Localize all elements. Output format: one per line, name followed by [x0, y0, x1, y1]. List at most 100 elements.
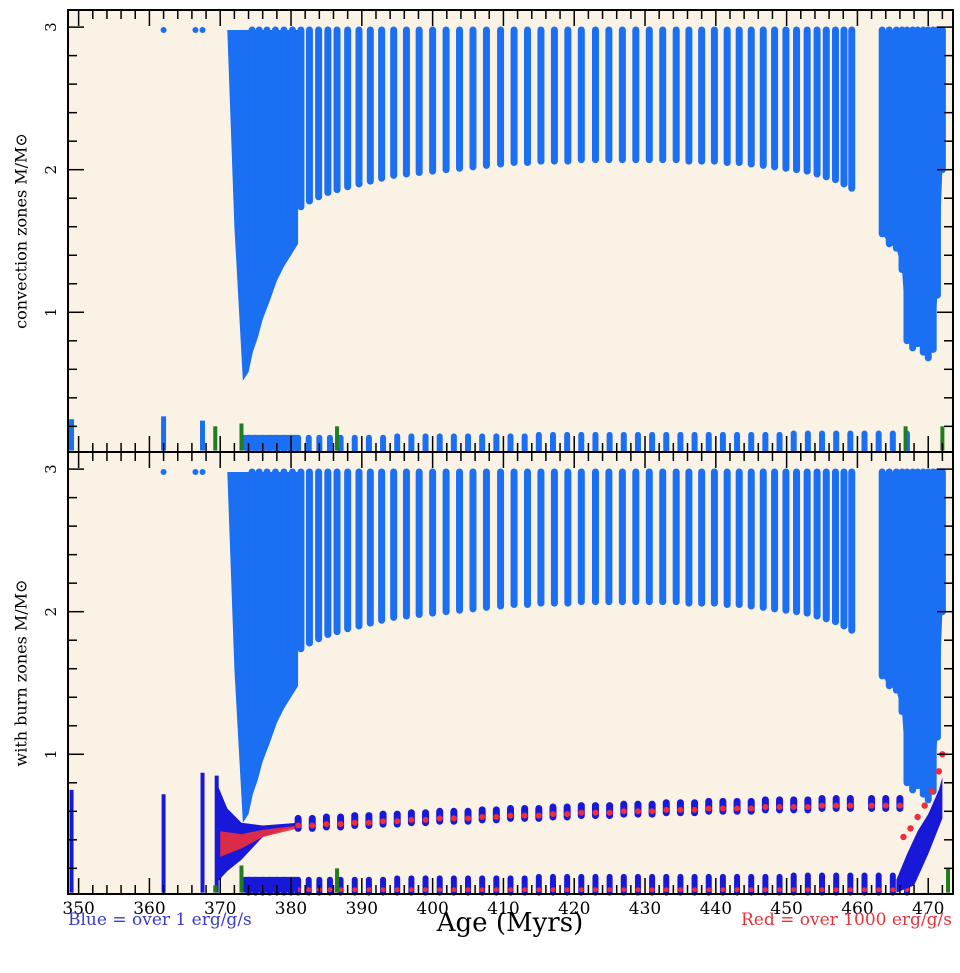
burn-shell-red-mark	[450, 815, 457, 822]
late-burn-blue	[896, 777, 943, 893]
x-tick-label: 370	[204, 899, 236, 919]
core-red-mark	[366, 887, 372, 893]
burn-shell-red-mark	[620, 808, 627, 815]
burn-shell-red-mark	[408, 816, 415, 823]
burn-shell-red-mark	[734, 805, 741, 812]
x-tick-label: 410	[487, 899, 519, 919]
x-tick-label: 420	[558, 899, 590, 919]
core-red-mark	[437, 887, 443, 893]
core-red-mark	[306, 887, 312, 893]
core-red-mark	[748, 887, 754, 893]
burn-shell-red-mark	[847, 802, 854, 809]
burn-shell-red-mark	[606, 809, 613, 816]
burn-shell-red-mark	[719, 805, 726, 812]
burn-shell-red-mark	[592, 809, 599, 816]
y-tick-label: 2	[42, 607, 60, 617]
core-red-mark	[607, 887, 613, 893]
y-axis-title: with burn zones M/M⊙	[12, 580, 31, 767]
core-red-mark	[550, 887, 556, 893]
late-red-rise-mark	[928, 788, 935, 795]
burn-shell-red-mark	[819, 802, 826, 809]
isolated-point	[160, 26, 167, 33]
late-red-rise-mark	[921, 802, 928, 809]
isolated-point	[199, 468, 206, 475]
core-red-mark	[352, 887, 358, 893]
y-axis-title: convection zones M/M⊙	[12, 133, 31, 329]
burn-shell-red-mark	[380, 818, 387, 825]
core-red-mark	[592, 887, 598, 893]
burn-shell-red-mark	[882, 802, 889, 809]
burn-shell-red-mark	[833, 802, 840, 809]
core-red-mark	[677, 887, 683, 893]
x-tick-label: 380	[275, 899, 307, 919]
plot-frame	[67, 451, 954, 895]
convection-dip-region	[227, 29, 299, 381]
burn-shell-red-mark	[677, 806, 684, 813]
core-red-mark	[635, 887, 641, 893]
core-red-mark	[833, 887, 839, 893]
burn-shell-red-mark	[323, 821, 330, 828]
burn-shell-red-mark	[748, 805, 755, 812]
burn-shell-red-mark	[521, 812, 528, 819]
late-red-rise-mark	[900, 833, 907, 841]
core-red-mark	[791, 887, 797, 893]
core-red-mark	[327, 887, 333, 893]
x-tick-label: 360	[133, 899, 165, 919]
burn-shell-red-mark	[351, 819, 358, 826]
x-tick-label: 440	[700, 899, 732, 919]
core-red-mark	[578, 887, 584, 893]
burn-shell-red-mark	[337, 821, 344, 828]
x-tick-label: 450	[770, 899, 802, 919]
y-tick-label: 1	[42, 749, 60, 759]
x-tick-label: 390	[346, 899, 378, 919]
core-red-mark	[805, 887, 811, 893]
x-tick-label: 400	[416, 899, 448, 919]
burn-shell-red-mark	[549, 811, 556, 818]
core-dense-block	[241, 876, 299, 893]
burn-shell-red-mark	[493, 814, 500, 821]
isolated-point	[160, 468, 167, 475]
late-red-rise-mark	[935, 768, 943, 775]
y-tick-label: 3	[42, 464, 60, 474]
isolated-point	[192, 26, 199, 33]
burn-shell-red-mark	[896, 802, 903, 809]
burn-shell-red-mark	[295, 822, 302, 829]
core-red-mark	[734, 887, 740, 893]
burn-shell-red-mark	[394, 818, 401, 825]
core-red-mark	[649, 887, 655, 893]
core-red-mark	[408, 887, 414, 893]
y-tick-label: 3	[42, 22, 60, 32]
burn-shell-red-mark	[365, 819, 372, 826]
core-red-mark	[522, 887, 528, 893]
late-red-rise-mark	[914, 813, 921, 821]
x-axis-title: Age (Myrs)	[436, 908, 583, 938]
burn-shell-red-mark	[422, 816, 429, 823]
core-red-mark	[663, 887, 669, 893]
burn-shell-red-mark	[776, 804, 783, 811]
burn-shell-red-mark	[436, 815, 443, 822]
burn-wedge-red	[220, 825, 299, 857]
core-red-mark	[493, 887, 499, 893]
burn-shell-red-mark	[804, 804, 811, 811]
burn-shell-red-mark	[634, 808, 641, 815]
core-dense-block	[241, 434, 299, 451]
core-red-mark	[777, 887, 783, 893]
y-tick-label: 2	[42, 165, 60, 175]
convection-dip-region	[227, 471, 299, 823]
burn-shell-red-mark	[535, 812, 542, 819]
core-red-mark	[692, 887, 698, 893]
top-panel: 1 2 3 convection zones M/M⊙	[12, 9, 954, 454]
isolated-point	[192, 468, 199, 475]
x-tick-label: 430	[629, 899, 661, 919]
legend-note-red: Red = over 1000 erg/g/s	[740, 910, 952, 930]
burn-shell-red-mark	[309, 822, 316, 829]
core-red-mark	[423, 887, 429, 893]
core-red-mark	[338, 887, 344, 893]
core-red-mark	[451, 887, 457, 893]
core-red-mark	[394, 887, 400, 893]
core-red-mark	[762, 887, 768, 893]
core-red-mark	[890, 887, 896, 893]
burn-shell-red-mark	[649, 808, 656, 815]
burn-shell-red-mark	[691, 806, 698, 813]
